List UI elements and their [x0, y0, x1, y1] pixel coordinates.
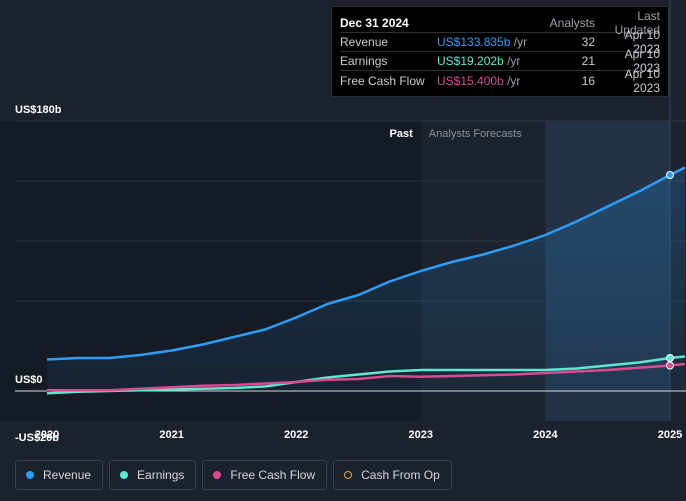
tooltip-row-analysts: 32 — [581, 35, 595, 49]
free-cash-flow-marker — [666, 361, 674, 370]
legend-label: Revenue — [43, 468, 92, 482]
tooltip-row-free-cash-flow: Free Cash Flow US$15.400b /yr 16 Apr 10 … — [340, 67, 660, 95]
free-cash-flow-line — [47, 362, 686, 392]
legend-label: Free Cash Flow — [230, 468, 316, 482]
tooltip-row-revenue: Revenue US$133.835b /yr 32 Apr 10 2023 — [340, 28, 660, 56]
legend-item-cash-from-op[interactable]: Cash From Op — [333, 460, 452, 490]
legend-label: Earnings — [137, 468, 185, 482]
legend-item-free-cash-flow[interactable]: Free Cash Flow — [202, 460, 328, 490]
tooltip-row-earnings: Earnings US$19.202b /yr 21 Apr 10 2023 — [340, 47, 660, 75]
x-tick-label: 2022 — [284, 429, 308, 441]
tooltip-date: Dec 31 2024 — [340, 16, 409, 30]
legend-item-revenue[interactable]: Revenue — [15, 460, 104, 490]
earnings-marker — [666, 354, 674, 362]
x-tick-label: 2023 — [409, 429, 433, 441]
tooltip-row-unit: /yr — [507, 54, 521, 68]
legend: Revenue Earnings Free Cash Flow Cash Fro… — [15, 460, 452, 490]
past-label: Past — [390, 128, 414, 140]
earnings-line — [46, 355, 686, 395]
tooltip-row-analysts: 16 — [581, 73, 595, 88]
cash-from-op-dot-icon — [344, 471, 353, 479]
x-tick-label: 2025 — [658, 429, 682, 441]
x-tick-label: 2021 — [159, 429, 183, 441]
forecast-label: Analysts Forecasts — [429, 128, 522, 140]
revenue-marker — [666, 171, 674, 179]
tooltip-row-analysts: 21 — [581, 54, 595, 68]
x-tick-label: 2024 — [533, 429, 558, 441]
tooltip-row-updated: Apr 10 2023 — [624, 28, 660, 56]
tooltip-row-value: US$19.202b — [437, 54, 504, 68]
legend-item-earnings[interactable]: Earnings — [109, 460, 197, 490]
y-tick-label: -US$20b — [15, 432, 59, 444]
earnings-dot-icon — [120, 471, 129, 479]
y-tick-label: US$180b — [15, 104, 62, 116]
legend-label: Cash From Op — [361, 468, 440, 482]
tooltip-analysts-header: Analysts — [549, 16, 595, 30]
tooltip-row-label: Revenue — [340, 35, 389, 49]
revenue-dot-icon — [26, 471, 34, 479]
tooltip-row-label: Free Cash Flow — [340, 73, 425, 88]
tooltip-row-value: US$15.400b — [437, 73, 504, 88]
x-tick-label: 2020 — [35, 429, 59, 441]
y-tick-label: US$0 — [15, 374, 43, 386]
tooltip-updated-header: Last Updated — [614, 9, 660, 37]
tooltip-header: Dec 31 2024 Analysts Last Updated — [340, 9, 660, 37]
tooltip-panel: Dec 31 2024 Analysts Last Updated Revenu… — [331, 6, 669, 97]
tooltip-row-updated: Apr 10 2023 — [624, 47, 660, 75]
tooltip-row-updated: Apr 10 2023 — [624, 66, 660, 95]
tooltip-row-value: US$133.835b — [437, 35, 511, 49]
free-cash-flow-dot-icon — [213, 471, 222, 479]
tooltip-row-unit: /yr — [513, 35, 528, 49]
revenue-line — [46, 166, 686, 361]
tooltip-row-label: Earnings — [340, 54, 388, 68]
tooltip-row-unit: /yr — [507, 73, 521, 88]
revenue-area — [47, 167, 685, 391]
